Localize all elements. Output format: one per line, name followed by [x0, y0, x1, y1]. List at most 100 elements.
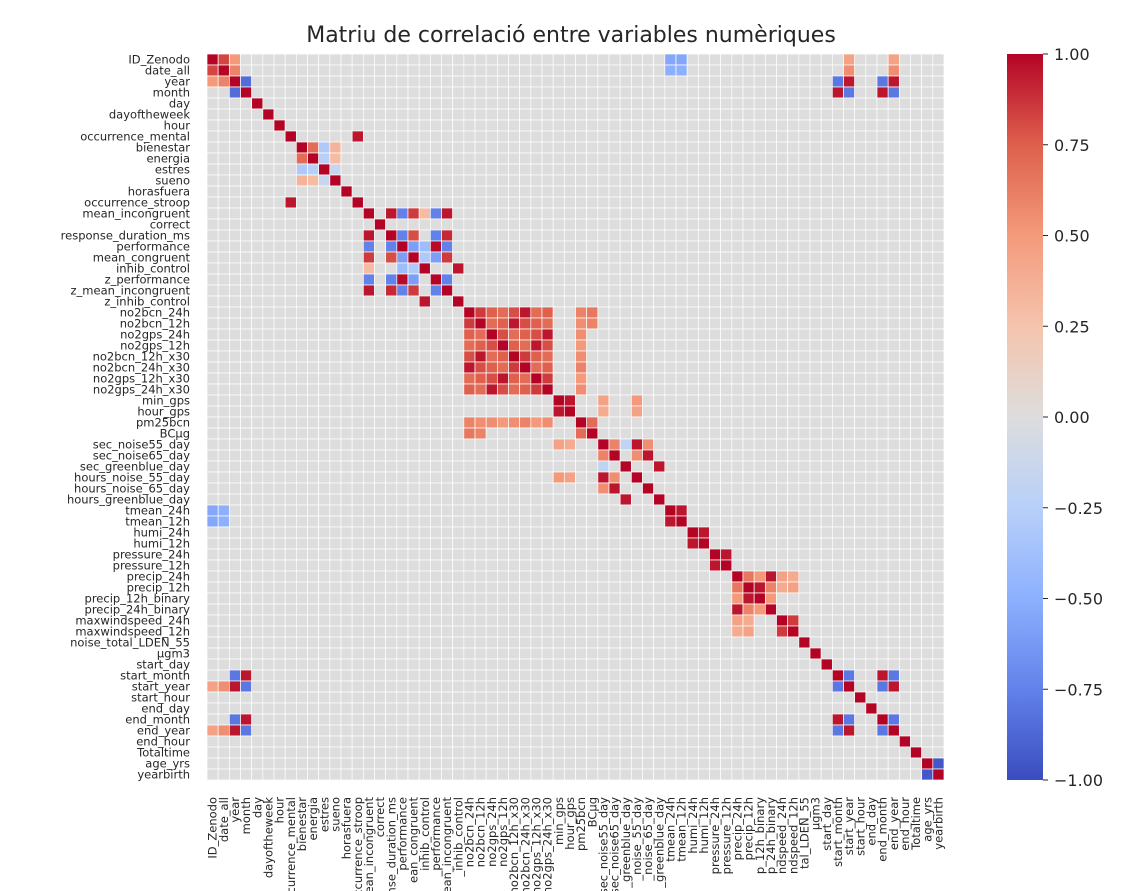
- heatmap-cell: [787, 240, 800, 253]
- heatmap-cell: [396, 64, 409, 77]
- heatmap-cell: [575, 119, 588, 132]
- heatmap-cell: [452, 537, 465, 550]
- heatmap-cell: [374, 658, 387, 671]
- heatmap-cell: [932, 306, 945, 319]
- heatmap-cell: [228, 493, 241, 506]
- heatmap-cell: [608, 570, 621, 583]
- heatmap-cell: [575, 471, 588, 484]
- heatmap-cell: [441, 383, 454, 396]
- heatmap-cell: [508, 559, 521, 572]
- heatmap-cell: [776, 493, 789, 506]
- heatmap-cell: [273, 570, 286, 583]
- heatmap-cell: [854, 350, 867, 363]
- heatmap-cell: [709, 724, 722, 737]
- heatmap-cell: [910, 548, 923, 561]
- heatmap-cell: [407, 416, 420, 429]
- heatmap-cell: [675, 570, 688, 583]
- heatmap-cell: [854, 691, 867, 704]
- heatmap-cell: [753, 350, 766, 363]
- heatmap-cell: [586, 361, 599, 374]
- column-label: start_day: [820, 797, 834, 851]
- heatmap-cell: [619, 493, 632, 506]
- heatmap-cell: [720, 482, 733, 495]
- heatmap-cell: [764, 262, 777, 275]
- heatmap-cell: [340, 636, 353, 649]
- heatmap-cell: [474, 295, 487, 308]
- heatmap-cell: [898, 713, 911, 726]
- heatmap-cell: [240, 691, 253, 704]
- heatmap-cell: [284, 669, 297, 682]
- heatmap-cell: [653, 757, 666, 770]
- heatmap-cell: [809, 581, 822, 594]
- heatmap-cell: [697, 339, 710, 352]
- heatmap-cell: [898, 394, 911, 407]
- heatmap-cell: [407, 757, 420, 770]
- heatmap-cell: [787, 108, 800, 121]
- heatmap-cell: [396, 163, 409, 176]
- heatmap-cell: [731, 592, 744, 605]
- heatmap-cell: [273, 427, 286, 440]
- heatmap-cell: [351, 108, 364, 121]
- heatmap-cell: [530, 185, 543, 198]
- heatmap-cell: [552, 130, 565, 143]
- heatmap-cell: [407, 251, 420, 264]
- heatmap-cell: [530, 383, 543, 396]
- heatmap-cell: [809, 328, 822, 341]
- heatmap-cell: [675, 372, 688, 385]
- heatmap-cell: [396, 713, 409, 726]
- heatmap-cell: [340, 427, 353, 440]
- heatmap-cell: [854, 493, 867, 506]
- heatmap-cell: [742, 152, 755, 165]
- heatmap-cell: [898, 97, 911, 110]
- heatmap-cell: [697, 306, 710, 319]
- heatmap-cell: [441, 702, 454, 715]
- heatmap-cell: [284, 537, 297, 550]
- heatmap-cell: [385, 273, 398, 286]
- heatmap-cell: [809, 548, 822, 561]
- heatmap-cell: [552, 746, 565, 759]
- heatmap-cell: [396, 702, 409, 715]
- heatmap-cell: [686, 647, 699, 660]
- heatmap-cell: [530, 669, 543, 682]
- heatmap-cell: [240, 240, 253, 253]
- heatmap-cell: [787, 152, 800, 165]
- heatmap-cell: [441, 405, 454, 418]
- heatmap-cell: [530, 471, 543, 484]
- heatmap-cell: [686, 196, 699, 209]
- heatmap-cell: [206, 724, 219, 737]
- heatmap-cell: [463, 724, 476, 737]
- row-label: no2bcn_12h: [120, 317, 190, 331]
- heatmap-cell: [932, 196, 945, 209]
- heatmap-cell: [619, 75, 632, 88]
- heatmap-cell: [910, 537, 923, 550]
- heatmap-cell: [865, 306, 878, 319]
- column-label: correct: [373, 797, 387, 838]
- heatmap-cell: [563, 174, 576, 187]
- heatmap-cell: [407, 64, 420, 77]
- heatmap-cell: [586, 471, 599, 484]
- colorbar-tick-label: −0.75: [1054, 680, 1103, 699]
- heatmap-cell: [731, 416, 744, 429]
- heatmap-cell: [787, 372, 800, 385]
- heatmap-cell: [385, 768, 398, 781]
- heatmap-cell: [921, 240, 934, 253]
- heatmap-cell: [753, 581, 766, 594]
- heatmap-cell: [932, 218, 945, 231]
- heatmap-cell: [307, 306, 320, 319]
- heatmap-cell: [441, 152, 454, 165]
- heatmap-cell: [228, 196, 241, 209]
- heatmap-cell: [854, 559, 867, 572]
- heatmap-cell: [753, 636, 766, 649]
- heatmap-cell: [441, 416, 454, 429]
- heatmap-cell: [787, 493, 800, 506]
- heatmap-cell: [898, 438, 911, 451]
- heatmap-cell: [329, 515, 342, 528]
- heatmap-cell: [932, 251, 945, 264]
- heatmap-cell: [709, 284, 722, 297]
- heatmap-cell: [597, 449, 610, 462]
- heatmap-cell: [731, 548, 744, 561]
- heatmap-cell: [318, 570, 331, 583]
- heatmap-cell: [787, 405, 800, 418]
- heatmap-cell: [407, 625, 420, 638]
- heatmap-cell: [642, 724, 655, 737]
